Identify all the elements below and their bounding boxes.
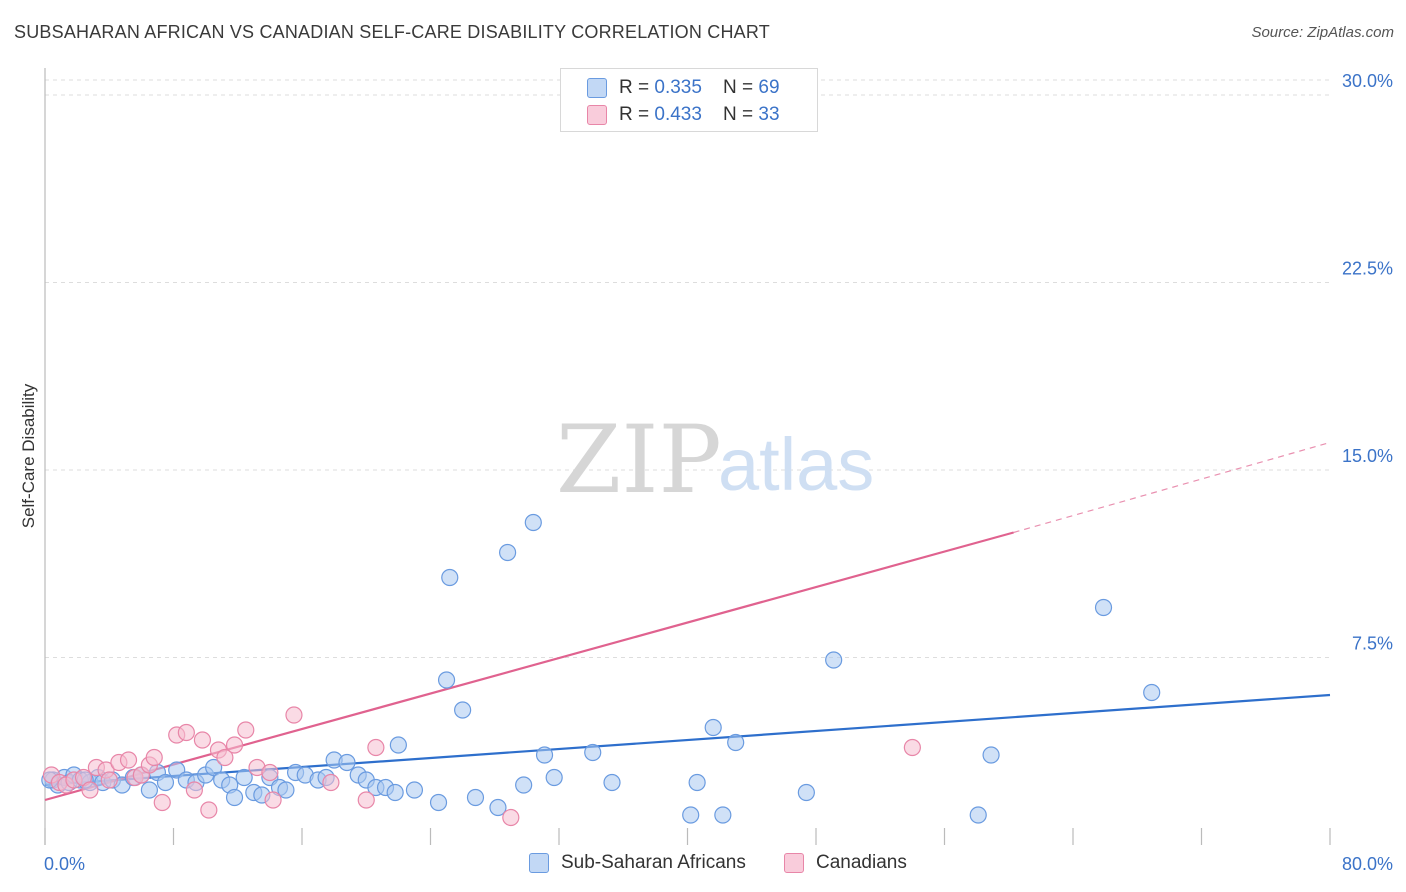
blue-point — [1143, 683, 1161, 702]
source-label: Source: ZipAtlas.com — [1251, 24, 1394, 41]
legend-n-value: 69 — [758, 77, 780, 98]
watermark-zip: ZIP — [556, 406, 722, 515]
pink-point — [119, 751, 138, 769]
blue-point — [277, 781, 295, 799]
blue-point — [545, 768, 563, 787]
bottom-legend-swatch-blue — [529, 853, 549, 873]
blue-point — [714, 806, 732, 824]
y-tick-label: 30.0% — [1342, 71, 1393, 91]
blue-point — [584, 743, 602, 762]
blue-point — [1094, 598, 1113, 617]
blue-point — [437, 671, 456, 689]
legend-n-value: 33 — [758, 104, 780, 125]
blue-point — [603, 773, 621, 792]
blue-point — [338, 753, 356, 772]
watermark-atlas: atlas — [718, 423, 874, 506]
pink-point — [285, 706, 303, 724]
blue-point — [704, 718, 722, 737]
blue-point — [524, 513, 542, 532]
blue-point — [499, 543, 517, 562]
legend-r-label: R = — [619, 104, 655, 125]
pink-point — [185, 781, 203, 799]
pink-point — [225, 736, 244, 754]
x-tick-label: 80.0% — [1342, 854, 1393, 874]
blue-point — [225, 788, 244, 807]
blue-point — [156, 773, 175, 792]
y-tick-label: 7.5% — [1352, 634, 1393, 654]
pink-point — [237, 721, 255, 739]
bottom-legend-swatch-pink — [784, 853, 804, 873]
blue-point — [389, 736, 407, 754]
pink-point — [193, 731, 212, 749]
y-tick-label: 15.0% — [1342, 446, 1393, 466]
pink-point — [502, 808, 520, 827]
pink-point — [145, 748, 163, 767]
bottom-legend-label-blue: Sub-Saharan Africans — [561, 852, 746, 873]
legend-n-label: N = — [723, 77, 759, 98]
pink-point — [322, 773, 340, 792]
y-tick-label: 22.5% — [1342, 259, 1393, 279]
pink-point — [153, 793, 171, 812]
legend-swatch-pink — [587, 105, 607, 125]
x-tick-label: 0.0% — [44, 854, 85, 874]
pink-point — [261, 763, 279, 782]
pink-point — [357, 791, 375, 809]
blue-point — [535, 746, 554, 764]
blue-point — [727, 733, 745, 752]
blue-point — [429, 793, 448, 812]
blue-point — [982, 746, 1000, 764]
pink-point — [216, 748, 234, 767]
pink-trend-extension — [1013, 441, 1331, 534]
blue-point — [688, 773, 706, 792]
blue-point — [466, 788, 485, 807]
pink-point — [200, 801, 218, 819]
legend-r-value: 0.433 — [654, 104, 702, 125]
blue-point — [454, 701, 472, 719]
gridlines — [45, 79, 1330, 658]
blue-point — [386, 783, 404, 802]
y-axis-label: Self-Care Disability — [19, 383, 38, 528]
blue-point — [825, 651, 843, 669]
pink-point — [81, 781, 99, 799]
legend-n-label: N = — [723, 104, 759, 125]
pink-point — [100, 771, 118, 789]
legend-r-label: R = — [619, 77, 655, 98]
pink-point — [177, 723, 195, 742]
blue-point — [489, 798, 507, 817]
chart-title: SUBSAHARAN AFRICAN VS CANADIAN SELF-CARE… — [14, 22, 770, 42]
pink-point — [264, 791, 282, 809]
blue-point — [515, 776, 533, 794]
blue-point — [235, 768, 253, 787]
pink-point — [903, 738, 921, 757]
tick-labels: 7.5% 15.0% 22.5% 30.0% 0.0% 80.0% — [44, 71, 1393, 874]
legend-r-value: 0.335 — [654, 77, 702, 98]
blue-point — [405, 781, 424, 799]
pink-point — [367, 738, 385, 757]
bottom-legend-label-pink: Canadians — [816, 852, 907, 873]
blue-point — [682, 806, 700, 824]
blue-point — [441, 568, 459, 587]
blue-point — [969, 806, 987, 824]
pink-trend-line — [44, 531, 1014, 802]
axes — [44, 68, 1331, 845]
blue-point — [140, 781, 159, 799]
legend-text-pink: R = 0.433 N = 33 — [619, 104, 780, 126]
data-points — [41, 513, 1161, 827]
blue-point — [797, 783, 815, 802]
legend-text-blue: R = 0.335 N = 69 — [619, 77, 780, 99]
stats-legend: R = 0.335 N = 69 R = 0.433 N = 33 — [560, 68, 818, 132]
blue-point — [205, 758, 223, 777]
legend-swatch-blue — [587, 78, 607, 98]
